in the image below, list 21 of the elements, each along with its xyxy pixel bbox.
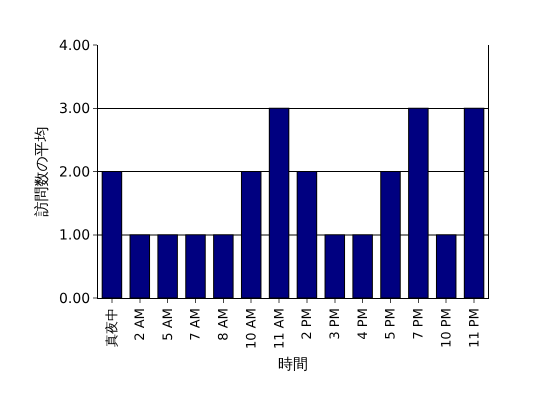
y-axis-title: 訪問数の平均 bbox=[32, 126, 50, 216]
y-tick-label: 3.00 bbox=[59, 101, 90, 118]
x-tick-label: 10 AM bbox=[244, 308, 260, 349]
y-tick-label: 1.00 bbox=[59, 228, 90, 244]
x-axis-title: 時間 bbox=[278, 354, 308, 373]
y-tick-label: 4.00 bbox=[59, 38, 90, 54]
x-tick-label: 11 AM bbox=[272, 308, 288, 349]
x-tick-label: 7 AM bbox=[188, 308, 204, 341]
y-tick-label: 2.00 bbox=[59, 164, 90, 180]
x-tick-label: 4 PM bbox=[356, 308, 371, 340]
x-tick-label: 3 PM bbox=[328, 308, 344, 340]
x-tick-label: 5 AM bbox=[160, 308, 176, 341]
x-tick-label: 2 PM bbox=[300, 308, 316, 340]
x-tick-label: 5 PM bbox=[384, 308, 399, 340]
x-tick-label: 真夜中 bbox=[104, 308, 120, 348]
x-tick-label: 8 AM bbox=[216, 308, 232, 341]
x-tick-label: 10 PM bbox=[439, 308, 454, 348]
x-tick-label: 7 PM bbox=[412, 308, 427, 340]
x-tick-label: 11 PM bbox=[467, 308, 482, 348]
y-tick-label: 0.00 bbox=[59, 290, 90, 307]
x-tick-label: 2 AM bbox=[133, 308, 148, 341]
